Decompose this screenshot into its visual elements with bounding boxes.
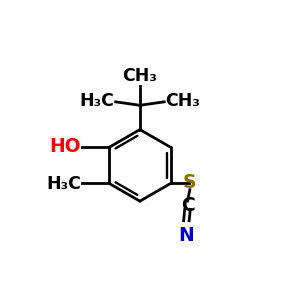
- Text: HO: HO: [50, 137, 81, 156]
- Text: C: C: [181, 196, 194, 215]
- Text: N: N: [178, 226, 194, 245]
- Text: H₃C: H₃C: [46, 176, 81, 194]
- Text: H₃C: H₃C: [80, 92, 115, 110]
- Text: CH₃: CH₃: [165, 92, 200, 110]
- Text: CH₃: CH₃: [122, 67, 157, 85]
- Text: S: S: [183, 172, 196, 192]
